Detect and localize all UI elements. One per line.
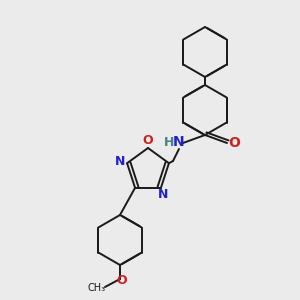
Text: O: O — [228, 136, 240, 150]
Text: O: O — [143, 134, 153, 148]
Text: N: N — [115, 155, 125, 168]
Text: H: H — [164, 136, 174, 148]
Text: CH₃: CH₃ — [88, 283, 106, 293]
Text: N: N — [173, 135, 185, 149]
Text: O: O — [117, 274, 127, 287]
Text: N: N — [158, 188, 168, 201]
